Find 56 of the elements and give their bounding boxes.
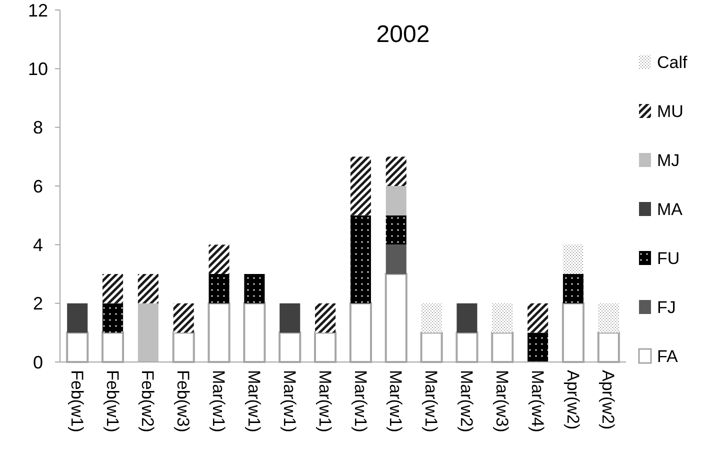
bar [173, 303, 194, 333]
legend-label: MJ [657, 150, 680, 170]
bar [67, 303, 88, 333]
x-tick-label: Mar(w1) [386, 370, 406, 432]
x-tick-label: Feb(w1) [67, 370, 86, 432]
y-tick-label: 6 [32, 176, 44, 196]
x-tick-label: Mar(w1) [209, 370, 228, 432]
y-tick-label: 0 [32, 352, 44, 372]
bar [492, 303, 513, 333]
text: 2002 [376, 21, 430, 48]
x-tick-label: Apr(w2) [563, 370, 582, 430]
bar [208, 274, 230, 304]
y-tick-label: 2 [32, 294, 44, 314]
bar [386, 156, 406, 186]
bar [280, 303, 300, 333]
bar [386, 244, 406, 274]
bar [386, 186, 406, 216]
bar [421, 303, 442, 333]
legend-label: MU [657, 102, 684, 121]
bar [598, 303, 619, 333]
x-tick-label: Mar(w1) [280, 370, 299, 432]
y-tick-label: 8 [32, 118, 44, 138]
bar [138, 303, 158, 362]
x-tick-label: Mar(w4) [528, 370, 547, 432]
bar [244, 274, 265, 304]
y-tick-label: 4 [32, 234, 44, 255]
x-tick-label: Apr(w2) [598, 370, 618, 430]
x-tick-label: Mar(w1) [422, 370, 441, 432]
bar [528, 303, 548, 333]
bar [562, 274, 584, 304]
y-tick-label: 12 [28, 0, 48, 20]
legend-label: FA [657, 346, 678, 366]
x-tick-label: Feb(w1) [102, 370, 122, 432]
x-tick-label: Mar(w1) [350, 370, 370, 432]
legend-label: Calf [657, 52, 688, 72]
x-tick-label: Mar(w1) [315, 370, 334, 432]
legend-label: FU [657, 248, 680, 268]
x-tick-label: Feb(w2) [138, 370, 158, 432]
legend-label: FJ [657, 298, 676, 317]
bar [456, 303, 478, 333]
legend-label: MA [657, 200, 684, 219]
x-tick-label: Mar(w1) [244, 370, 264, 432]
x-tick-label: Mar(w2) [457, 370, 476, 432]
bar [528, 332, 548, 362]
bar [350, 156, 371, 216]
bar [208, 244, 230, 274]
y-tick-label: 10 [28, 58, 48, 79]
x-tick-label: Mar(w3) [492, 370, 512, 432]
bar [138, 274, 158, 304]
bar [102, 274, 124, 304]
bar [562, 244, 584, 274]
bar [350, 215, 371, 304]
bar [315, 303, 336, 333]
bar [102, 303, 124, 333]
bar [386, 215, 406, 245]
x-tick-label: Feb(w3) [174, 370, 193, 432]
